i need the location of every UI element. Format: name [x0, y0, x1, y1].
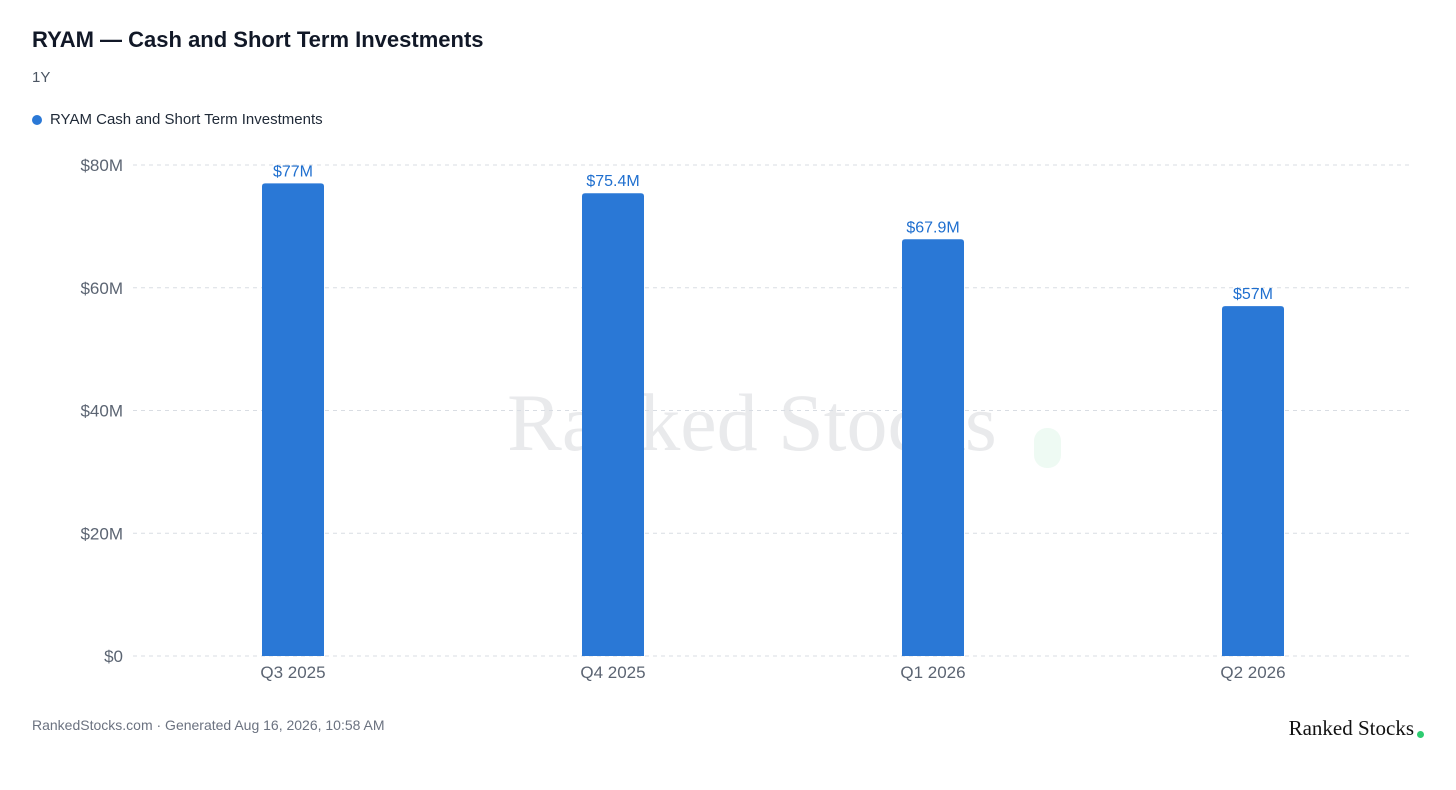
x-tick-label: Q1 2026 [900, 663, 965, 682]
brand-logo: Ranked Stocks [1288, 716, 1414, 740]
bar [902, 239, 964, 657]
legend-label: RYAM Cash and Short Term Investments [50, 111, 323, 128]
bar [262, 183, 324, 656]
data-label: $67.9M [906, 219, 959, 236]
y-tick-label: $40M [80, 402, 123, 421]
chart-title: RYAM — Cash and Short Term Investments [32, 27, 484, 52]
bar [1222, 306, 1284, 656]
y-tick-label: $0 [104, 647, 123, 666]
y-tick-label: $60M [80, 279, 123, 298]
y-tick-label: $20M [80, 524, 123, 543]
x-tick-label: Q4 2025 [580, 663, 645, 682]
y-tick-label: $80M [80, 156, 123, 175]
data-label: $77M [273, 163, 313, 180]
x-tick-label: Q2 2026 [1220, 663, 1285, 682]
period-label: 1Y [32, 69, 51, 86]
watermark-dot-icon [1034, 428, 1061, 468]
legend: RYAM Cash and Short Term Investments [32, 111, 323, 128]
brand-dot-icon [1417, 731, 1424, 738]
data-label: $75.4M [586, 173, 639, 190]
bar [582, 193, 644, 657]
data-label: $57M [1233, 286, 1273, 303]
generated-footer: RankedStocks.com · Generated Aug 16, 202… [32, 717, 385, 733]
x-tick-label: Q3 2025 [260, 663, 325, 682]
legend-swatch [32, 114, 42, 125]
